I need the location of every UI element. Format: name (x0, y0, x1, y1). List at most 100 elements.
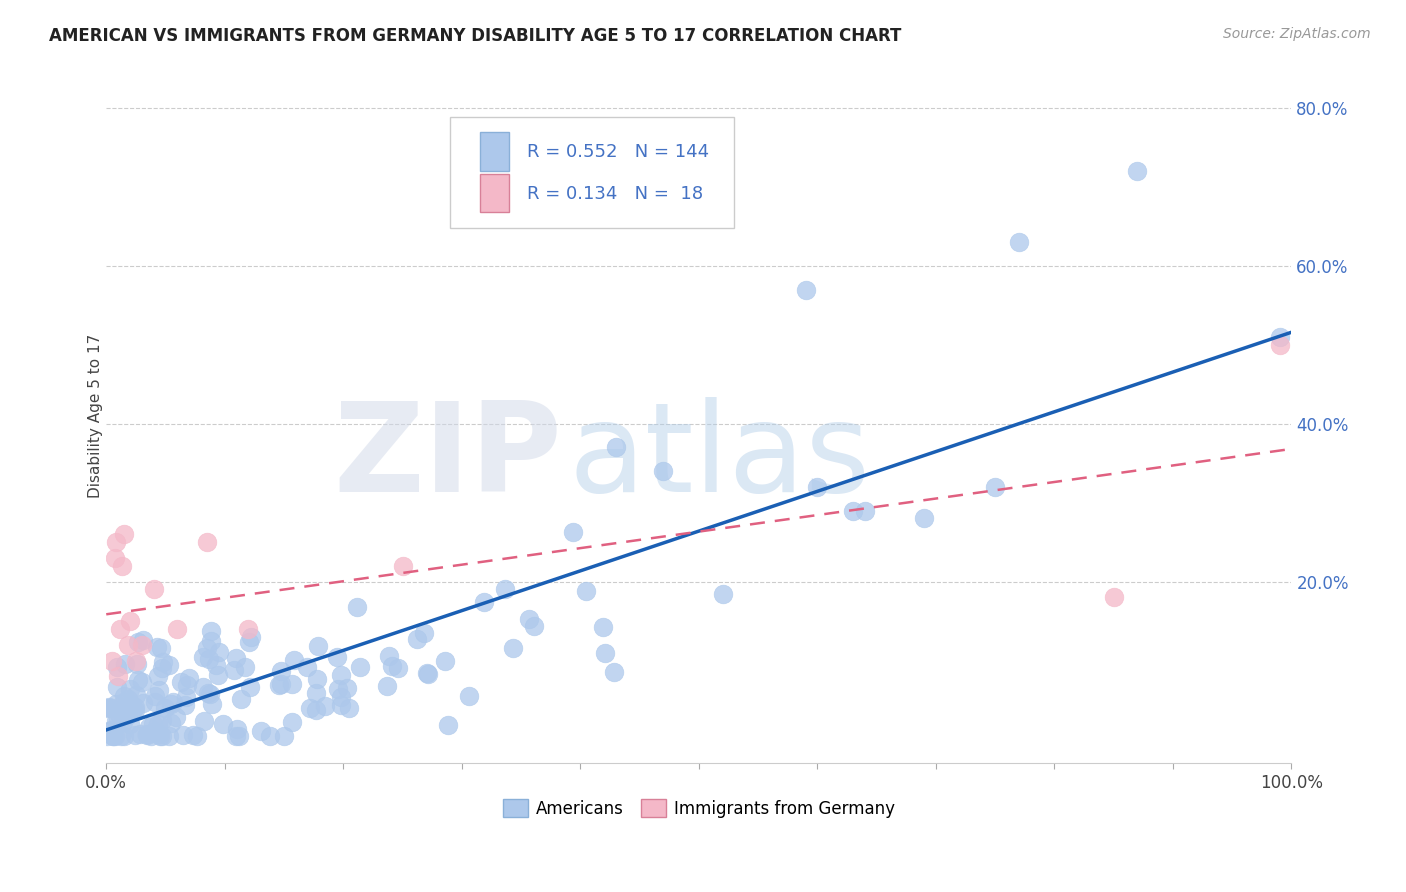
Point (267, 678, 290, 692)
Text: ZIP: ZIP (333, 397, 562, 518)
Point (124, 700, 146, 714)
Point (174, 698, 197, 713)
Text: atlas: atlas (568, 397, 870, 518)
Point (281, 715, 304, 730)
Point (433, 654, 456, 668)
Point (212, 717, 235, 731)
Point (378, 649, 401, 664)
Point (127, 635, 149, 649)
Point (806, 480, 828, 494)
Point (120, 717, 142, 731)
Point (132, 632, 155, 647)
Point (207, 667, 229, 681)
Point (148, 683, 170, 698)
Point (229, 692, 252, 706)
Point (108, 706, 131, 721)
Point (112, 527, 135, 541)
Point (198, 652, 221, 666)
Point (436, 718, 458, 732)
Point (117, 638, 139, 652)
Point (1126, 164, 1149, 178)
Point (150, 713, 173, 727)
Point (110, 622, 132, 636)
Point (146, 669, 169, 683)
Point (412, 625, 434, 640)
Point (101, 729, 124, 743)
Point (200, 633, 222, 648)
Point (117, 708, 139, 723)
Point (562, 524, 585, 539)
Point (112, 695, 135, 709)
Point (148, 727, 170, 741)
Point (405, 632, 427, 646)
Point (605, 441, 627, 455)
Point (150, 661, 173, 675)
Point (112, 729, 135, 743)
Point (842, 503, 865, 517)
Point (114, 657, 136, 671)
Text: R = 0.134   N =  18: R = 0.134 N = 18 (527, 185, 703, 202)
Point (652, 464, 675, 478)
Point (259, 729, 281, 743)
Point (391, 558, 413, 573)
Point (472, 595, 495, 609)
Point (418, 666, 440, 681)
Point (98, 700, 121, 714)
Point (138, 720, 160, 734)
Point (146, 717, 169, 731)
Point (201, 697, 224, 711)
Point (314, 699, 336, 714)
Point (233, 660, 256, 674)
Point (249, 723, 271, 738)
Point (336, 681, 359, 696)
Point (305, 703, 328, 717)
Point (239, 631, 262, 645)
Point (166, 622, 188, 636)
Point (111, 706, 134, 721)
Point (1268, 338, 1291, 352)
Point (330, 698, 353, 712)
Point (124, 688, 146, 702)
Point (326, 682, 349, 697)
Point (152, 656, 174, 670)
Point (375, 679, 398, 693)
Point (142, 716, 165, 731)
Point (105, 680, 128, 694)
Point (308, 639, 330, 653)
Point (181, 728, 204, 742)
Point (200, 624, 222, 639)
Point (141, 729, 163, 743)
FancyBboxPatch shape (450, 117, 734, 228)
Point (162, 695, 184, 709)
Point (131, 674, 153, 689)
Point (239, 680, 262, 694)
Point (174, 690, 197, 705)
Point (1008, 235, 1031, 249)
Point (101, 653, 124, 667)
Point (120, 682, 142, 697)
Point (118, 614, 141, 628)
Point (143, 723, 166, 738)
Point (283, 653, 305, 667)
Point (100, 700, 122, 714)
Point (157, 729, 180, 743)
Point (124, 702, 146, 716)
Point (197, 686, 219, 700)
Point (305, 686, 328, 700)
Point (270, 677, 292, 691)
Point (157, 657, 180, 672)
Point (329, 690, 352, 705)
Point (160, 697, 183, 711)
Point (222, 663, 245, 677)
Point (325, 649, 347, 664)
Text: R = 0.552   N = 144: R = 0.552 N = 144 (527, 143, 709, 161)
Point (238, 634, 260, 648)
Point (330, 668, 353, 682)
Point (124, 728, 146, 742)
Point (104, 697, 127, 711)
Point (120, 697, 142, 711)
Point (136, 727, 159, 741)
Point (337, 701, 360, 715)
Point (346, 599, 368, 614)
Point (110, 729, 132, 743)
